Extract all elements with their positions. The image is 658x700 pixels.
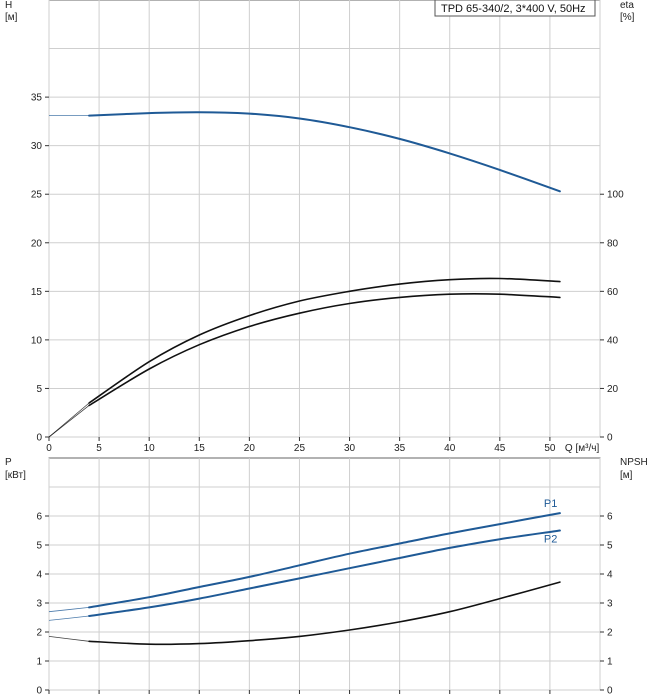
series-P2-line: [88, 529, 561, 617]
y-left-tick-label: 35: [31, 93, 43, 104]
y-left-tick-label: 1: [36, 657, 42, 668]
series-curve-extension: [48, 636, 90, 642]
y-left-tick-label: 5: [36, 541, 42, 552]
y-right-tick-label: 80: [607, 238, 619, 249]
plot-frame: [48, 0, 601, 438]
series-label-p1: P1: [544, 498, 557, 510]
y-right-tick-label: 3: [607, 599, 613, 610]
y-right-axis-title: NPSH: [620, 457, 648, 468]
title-box: [434, 0, 596, 17]
y-left-tick-label: 3: [36, 599, 42, 610]
y-right-tick-label: 6: [607, 512, 613, 523]
chart-panel-1: [45, 0, 604, 441]
y-left-tick-label: 25: [31, 190, 43, 201]
y-left-tick-label: 10: [31, 335, 43, 346]
series-P1-extension: [48, 607, 90, 613]
y-left-tick-label: 0: [36, 686, 42, 697]
y-right-tick-label: 100: [607, 190, 624, 201]
series-curve-line: [88, 581, 561, 646]
y-left-axis-title: H: [5, 0, 12, 11]
x-axis-title: Q [м³/ч]: [565, 443, 600, 454]
y-left-tick-label: 5: [36, 384, 42, 395]
y-right-axis-title: eta: [620, 0, 634, 11]
x-tick-label: 40: [444, 443, 456, 454]
x-tick-label: 45: [494, 443, 506, 454]
y-right-tick-label: 40: [607, 335, 619, 346]
x-tick-label: 50: [544, 443, 556, 454]
series-curve-line: [88, 293, 561, 407]
y-left-axis-unit: [м]: [5, 12, 18, 23]
x-tick-label: 5: [96, 443, 102, 454]
series-curve-line: [88, 111, 561, 193]
x-tick-label: 30: [344, 443, 356, 454]
x-tick-label: 25: [294, 443, 306, 454]
series-P2-extension: [48, 615, 90, 621]
y-left-tick-label: 30: [31, 141, 43, 152]
y-right-axis-unit: [м]: [620, 470, 633, 481]
y-right-tick-label: 2: [607, 628, 613, 639]
series-label-p2: P2: [544, 534, 557, 546]
y-right-tick-label: 4: [607, 570, 613, 581]
x-tick-label: 20: [244, 443, 256, 454]
y-left-axis-unit: [кВт]: [5, 470, 26, 481]
x-tick-label: 15: [194, 443, 206, 454]
y-left-tick-label: 6: [36, 512, 42, 523]
y-left-tick-label: 4: [36, 570, 42, 581]
series-curve-extension: [48, 405, 90, 438]
series-P1-line: [88, 512, 561, 609]
x-tick-label: 35: [394, 443, 406, 454]
y-right-tick-label: 0: [607, 433, 613, 444]
y-right-tick-label: 5: [607, 541, 613, 552]
x-tick-label: 10: [144, 443, 156, 454]
chart-title: TPD 65-340/2, 3*400 V, 50Hz: [441, 3, 586, 15]
y-right-tick-label: 20: [607, 384, 619, 395]
y-left-axis-title: P: [5, 457, 12, 468]
y-right-tick-label: 60: [607, 287, 619, 298]
y-left-tick-label: 20: [31, 238, 43, 249]
y-left-tick-label: 15: [31, 287, 43, 298]
y-left-tick-label: 2: [36, 628, 42, 639]
y-right-tick-label: 0: [607, 686, 613, 697]
y-right-axis-unit: [%]: [620, 12, 635, 23]
series-curve-line: [88, 277, 561, 404]
y-left-tick-label: 0: [36, 433, 42, 444]
x-tick-label: 0: [46, 443, 52, 454]
y-right-tick-label: 1: [607, 657, 613, 668]
chart-panel-2: [45, 457, 604, 694]
